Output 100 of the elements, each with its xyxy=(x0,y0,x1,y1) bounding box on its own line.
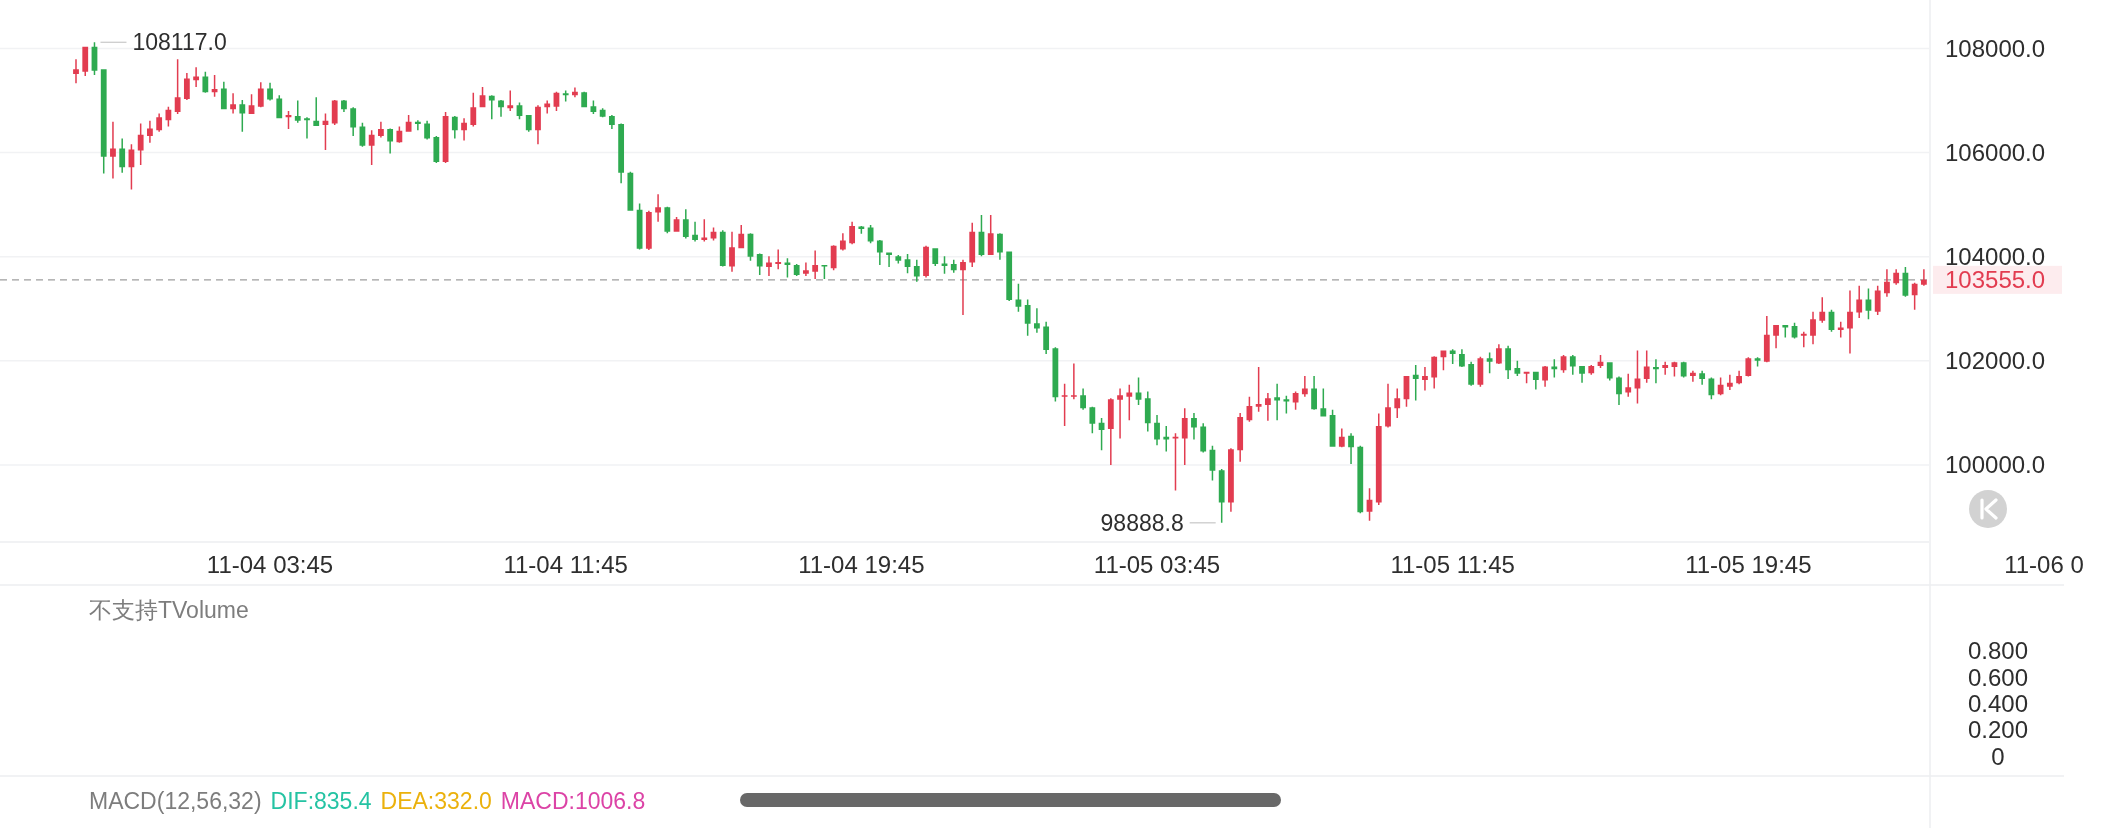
candlestick xyxy=(174,59,181,115)
candlestick xyxy=(1726,374,1733,390)
candlestick xyxy=(110,121,116,179)
candlestick xyxy=(137,123,144,166)
candlestick xyxy=(1616,376,1622,406)
candlestick xyxy=(525,115,532,132)
x-tick-label: 11-05 19:45 xyxy=(1685,550,1812,578)
candlestick xyxy=(1588,364,1595,375)
text: 不支持TVolume xyxy=(89,597,249,623)
candlestick xyxy=(535,105,541,145)
y-tick-label: 0 xyxy=(1991,742,2005,770)
x-tick-label: 11-05 11:45 xyxy=(1390,550,1515,578)
candlestick xyxy=(1292,391,1299,410)
candlestick xyxy=(1717,377,1724,396)
candlestick xyxy=(803,262,809,276)
y-tick-label: 0.400 xyxy=(1967,690,2029,718)
candlestick xyxy=(876,240,883,266)
legend-label: DEA:332.0 xyxy=(380,788,492,814)
candlestick xyxy=(1514,360,1521,376)
candlestick xyxy=(766,256,772,276)
candlestick xyxy=(923,245,929,278)
candlestick xyxy=(692,221,698,242)
candlestick xyxy=(1819,297,1826,323)
candlestick xyxy=(82,46,89,77)
text: MACD(12,56,32) xyxy=(89,788,262,814)
candlestick xyxy=(1089,406,1096,434)
x-tick-label: 11-05 03:45 xyxy=(1093,550,1221,578)
candlestick xyxy=(341,99,347,112)
candlestick xyxy=(165,106,172,127)
candlestick xyxy=(1228,448,1234,512)
candlestick xyxy=(1569,355,1576,375)
candlestick xyxy=(858,225,865,234)
candlestick xyxy=(433,135,440,163)
candlestick xyxy=(1117,388,1123,439)
candlestick xyxy=(1043,321,1050,355)
candlestick xyxy=(627,171,634,211)
candlestick xyxy=(405,115,412,132)
candlestick xyxy=(1107,398,1114,465)
candlestick xyxy=(1144,391,1151,432)
candlestick xyxy=(498,99,504,117)
candlestick xyxy=(682,209,689,239)
candlestick xyxy=(655,194,661,222)
candlestick xyxy=(830,245,837,271)
candlestick xyxy=(775,249,782,270)
candlestick xyxy=(1200,423,1207,453)
candlestick xyxy=(267,82,273,101)
candlestick xyxy=(1773,324,1779,349)
candlestick xyxy=(1311,375,1317,410)
candlestick xyxy=(488,95,495,120)
candlestick xyxy=(1052,347,1059,402)
candlestick xyxy=(1643,350,1650,383)
candlestick xyxy=(1495,344,1502,364)
candlestick xyxy=(1422,367,1428,391)
candlestick xyxy=(230,93,236,114)
y-tick-label: 102000.0 xyxy=(1945,347,2046,375)
candlestick xyxy=(1468,361,1475,386)
candlestick xyxy=(1847,290,1853,354)
candlestick xyxy=(645,210,652,250)
candlestick xyxy=(1191,412,1197,440)
candlestick xyxy=(1532,371,1539,390)
candlestick xyxy=(257,82,264,108)
y-tick-label: 100000.0 xyxy=(1945,451,2046,479)
y-tick-label: 0.600 xyxy=(1967,663,2029,691)
candlestick xyxy=(1477,356,1484,387)
candlestick xyxy=(1070,363,1077,400)
candlestick xyxy=(1699,370,1706,385)
candlestick xyxy=(304,117,310,139)
candlestick xyxy=(1338,428,1345,448)
candlestick xyxy=(756,253,763,275)
candlestick xyxy=(1024,299,1031,336)
x-tick-label: 11-04 11:45 xyxy=(503,550,628,578)
candlestick xyxy=(1320,388,1327,417)
candlestick xyxy=(470,92,477,127)
candlestick xyxy=(1800,331,1807,348)
candlestick xyxy=(1708,377,1715,400)
candlestick xyxy=(997,233,1003,260)
annotation: 98888.8 xyxy=(1100,509,1184,536)
candlestick xyxy=(608,115,615,130)
candlestick xyxy=(1542,366,1548,387)
candlestick xyxy=(1874,285,1881,315)
legend-label: MACD:1006.8 xyxy=(500,788,646,814)
candlestick xyxy=(313,97,320,126)
candlestick xyxy=(599,108,606,118)
candlestick xyxy=(239,99,246,132)
candlestick xyxy=(1625,373,1632,397)
candlestick xyxy=(1810,311,1816,345)
candlestick xyxy=(1348,433,1354,464)
candlestick xyxy=(987,215,994,256)
candlestick xyxy=(73,59,79,84)
candlestick xyxy=(544,100,551,114)
candlestick xyxy=(1237,412,1244,462)
candlestick xyxy=(729,231,735,272)
candlestick xyxy=(1505,345,1512,380)
candlestick xyxy=(368,130,375,166)
candlestick xyxy=(738,224,745,249)
candlestick xyxy=(1264,393,1271,421)
candlestick xyxy=(156,113,163,132)
candlestick xyxy=(895,255,902,264)
candlestick xyxy=(1736,370,1742,385)
candlestick xyxy=(839,233,846,251)
